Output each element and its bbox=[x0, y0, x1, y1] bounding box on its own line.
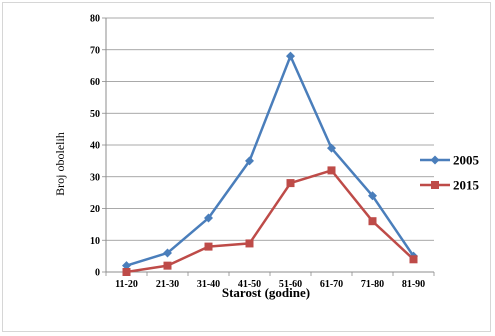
series-line-2015 bbox=[126, 169, 415, 274]
x-tick-label: 21-30 bbox=[156, 279, 179, 290]
legend: 2005 2015 bbox=[420, 153, 480, 193]
data-point-2005 bbox=[204, 213, 213, 223]
data-point-2005 bbox=[122, 261, 131, 271]
legend-marker-2005 bbox=[430, 155, 440, 165]
legend-label-2005: 2005 bbox=[453, 153, 480, 168]
legend-marker-2015 bbox=[431, 181, 439, 189]
y-axis-title: Broj obolelih bbox=[53, 132, 67, 196]
axes bbox=[102, 17, 435, 276]
x-tick-labels: 11-20 21-30 31-40 41-50 51-60 61-70 71-80 81-90 bbox=[115, 279, 425, 290]
series-markers bbox=[122, 51, 418, 276]
y-tick-label: 20 bbox=[90, 204, 100, 215]
y-tick-label: 80 bbox=[90, 14, 100, 25]
x-tick-label: 31-40 bbox=[197, 279, 220, 290]
y-tick-label: 50 bbox=[90, 109, 100, 120]
y-tick-labels: 0 10 20 30 40 50 60 70 80 bbox=[90, 14, 100, 279]
series-line-2005 bbox=[126, 54, 415, 267]
y-tick-label: 60 bbox=[90, 77, 100, 88]
x-tick-label: 11-20 bbox=[115, 279, 138, 290]
data-point-2015 bbox=[368, 217, 377, 226]
data-point-2005 bbox=[163, 248, 172, 258]
y-tick-label: 40 bbox=[90, 141, 100, 152]
x-tick-label: 41-50 bbox=[238, 279, 261, 290]
data-point-2015 bbox=[163, 261, 172, 270]
y-tick-label: 10 bbox=[90, 236, 100, 247]
series-lines bbox=[126, 54, 415, 274]
y-tick-label: 0 bbox=[95, 268, 100, 279]
gridlines bbox=[106, 17, 434, 241]
x-tick-label: 81-90 bbox=[402, 279, 425, 290]
data-point-2005 bbox=[286, 51, 295, 61]
x-tick-label: 51-60 bbox=[279, 279, 302, 290]
data-point-2005 bbox=[245, 156, 254, 166]
y-tick-label: 70 bbox=[90, 45, 100, 56]
data-point-2005 bbox=[368, 191, 377, 201]
x-tick-label: 71-80 bbox=[361, 279, 384, 290]
data-point-2015 bbox=[327, 166, 336, 175]
data-point-2015 bbox=[204, 242, 213, 251]
data-point-2005 bbox=[327, 143, 336, 153]
legend-label-2015: 2015 bbox=[453, 178, 480, 193]
data-point-2015 bbox=[245, 239, 254, 248]
x-tick-label: 61-70 bbox=[320, 279, 343, 290]
data-point-2015 bbox=[122, 268, 131, 276]
x-axis-title: Starost (godine) bbox=[222, 285, 310, 300]
data-point-2015 bbox=[409, 255, 418, 264]
data-point-2015 bbox=[286, 179, 295, 188]
y-tick-label: 30 bbox=[90, 172, 100, 183]
